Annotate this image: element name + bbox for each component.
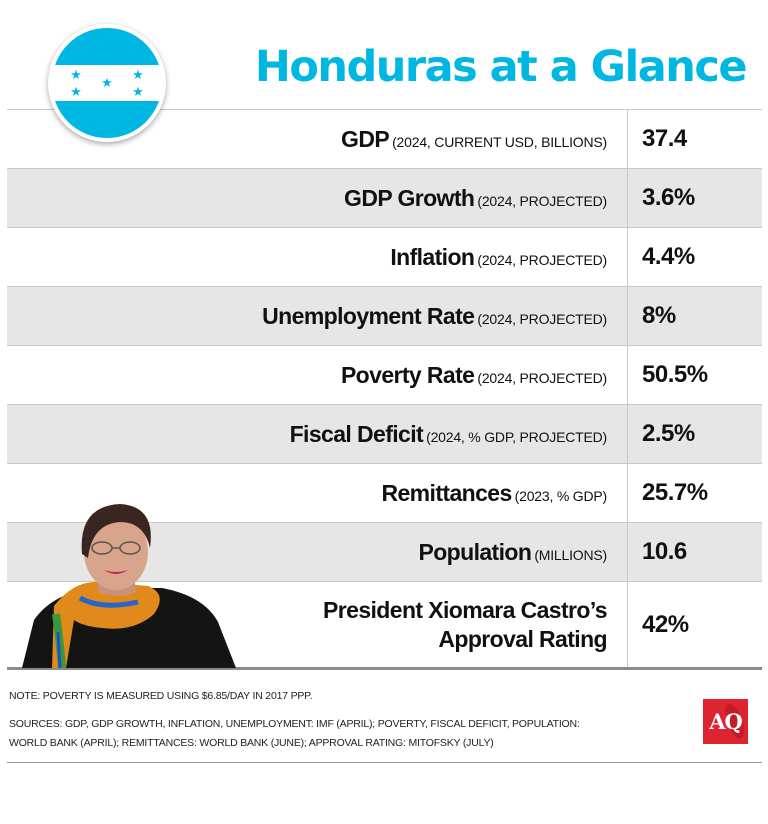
- logo-text: AQ: [709, 709, 743, 734]
- row-value: 25.7%: [642, 479, 708, 506]
- column-divider: [627, 169, 628, 227]
- table-row-unemployment: Unemployment Rate (2024, PROJECTED) 8%: [7, 286, 762, 345]
- aq-logo-icon: AQ: [703, 699, 748, 744]
- person-icon: [22, 504, 236, 669]
- row-qualifier: (2024, PROJECTED): [477, 369, 607, 386]
- row-label: Remittances: [381, 479, 512, 506]
- row-label-line2: Approval Rating: [438, 625, 607, 652]
- svg-text:★: ★: [70, 68, 82, 83]
- row-value: 2.5%: [642, 420, 695, 447]
- sources-line-2: WORLD BANK (APRIL); REMITTANCES: WORLD B…: [9, 737, 494, 749]
- row-value: 37.4: [642, 125, 687, 152]
- row-value: 10.6: [642, 538, 687, 565]
- column-divider: [627, 523, 628, 581]
- column-divider: [627, 228, 628, 286]
- row-value: 8%: [642, 302, 676, 329]
- table-row-remittances: Remittances (2023, % GDP) 25.7%: [7, 463, 762, 522]
- row-qualifier: (2023, % GDP): [514, 487, 608, 504]
- row-label: Population: [418, 538, 532, 565]
- row-value: 50.5%: [642, 361, 708, 388]
- row-value: 3.6%: [642, 184, 695, 211]
- table-row-fiscal-deficit: Fiscal Deficit (2024, % GDP, PROJECTED) 2…: [7, 404, 762, 463]
- honduras-flag-icon: ★ ★ ★ ★ ★: [48, 24, 166, 142]
- row-label: Fiscal Deficit: [289, 420, 424, 447]
- column-divider: [627, 287, 628, 345]
- svg-text:★: ★: [132, 68, 144, 83]
- column-divider: [627, 346, 628, 404]
- column-divider: [627, 464, 628, 522]
- column-divider: [627, 405, 628, 463]
- row-label: GDP: [341, 125, 390, 152]
- table-row-poverty: Poverty Rate (2024, PROJECTED) 50.5%: [7, 345, 762, 404]
- column-divider: [627, 582, 628, 667]
- row-label: Inflation: [390, 243, 475, 270]
- row-qualifier: (2024, PROJECTED): [477, 251, 607, 268]
- svg-text:★: ★: [70, 85, 82, 100]
- row-value: 42%: [642, 610, 689, 638]
- row-qualifier: (2024, PROJECTED): [477, 310, 607, 327]
- svg-text:★: ★: [132, 85, 144, 100]
- footer: NOTE: POVERTY IS MEASURED USING $6.85/DA…: [7, 668, 762, 763]
- sources: SOURCES: GDP, GDP GROWTH, INFLATION, UNE…: [9, 715, 649, 753]
- sources-line-1: SOURCES: GDP, GDP GROWTH, INFLATION, UNE…: [9, 718, 580, 730]
- row-label: Unemployment Rate: [262, 302, 475, 329]
- row-qualifier: (2024, % GDP, PROJECTED): [426, 428, 607, 445]
- row-qualifier: (2024, CURRENT USD, BILLIONS): [392, 133, 607, 150]
- flag-graphic: ★ ★ ★ ★ ★: [52, 28, 162, 138]
- column-divider: [627, 110, 628, 168]
- table-row-gdp: GDP (2024, CURRENT USD, BILLIONS) 37.4: [7, 109, 762, 168]
- row-label: Poverty Rate: [340, 361, 475, 388]
- row-value: 4.4%: [642, 243, 695, 270]
- row-label-line1: President Xiomara Castro’s: [323, 596, 608, 623]
- stats-table: GDP (2024, CURRENT USD, BILLIONS) 37.4 GD…: [7, 109, 762, 670]
- row-label: GDP Growth: [344, 184, 475, 211]
- table-row-inflation: Inflation (2024, PROJECTED) 4.4%: [7, 227, 762, 286]
- table-row-gdp-growth: GDP Growth (2024, PROJECTED) 3.6%: [7, 168, 762, 227]
- page-title: Honduras at a Glance: [254, 42, 748, 92]
- row-qualifier: (MILLIONS): [534, 546, 607, 563]
- svg-text:★: ★: [101, 76, 113, 91]
- portrait-photo: [22, 502, 240, 669]
- table-row-approval-rating: President Xiomara Castro’s Approval Ratin…: [7, 581, 762, 670]
- footnote: NOTE: POVERTY IS MEASURED USING $6.85/DA…: [9, 690, 313, 702]
- row-qualifier: (2024, PROJECTED): [477, 192, 607, 209]
